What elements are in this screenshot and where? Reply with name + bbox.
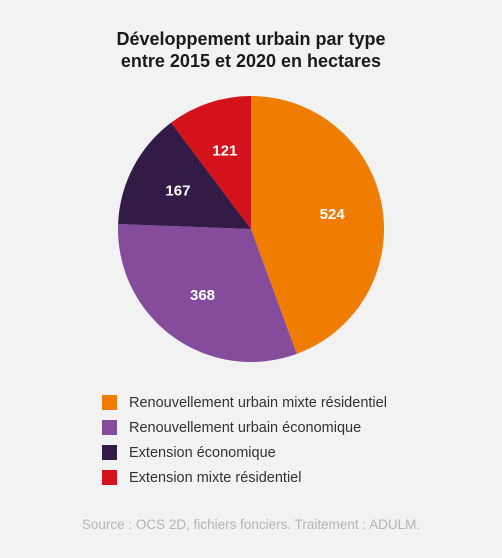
- chart-title: Développement urbain par type entre 2015…: [0, 28, 502, 72]
- legend-item-3: Extension mixte résidentiel: [102, 465, 387, 490]
- legend-label-1: Renouvellement urbain économique: [129, 419, 362, 436]
- source-note: Source : OCS 2D, fichiers fonciers. Trai…: [81, 517, 421, 532]
- legend-swatch-0: [102, 395, 117, 410]
- legend-swatch-2: [102, 445, 117, 460]
- pie-slice-2: [118, 122, 251, 229]
- legend-item-1: Renouvellement urbain économique: [102, 415, 387, 440]
- slice-value-label-2: 167: [165, 182, 190, 199]
- pie-slice-3: [171, 96, 251, 229]
- slice-value-label-0: 524: [320, 206, 346, 223]
- legend-label-0: Renouvellement urbain mixte résidentiel: [129, 394, 387, 411]
- legend-item-0: Renouvellement urbain mixte résidentiel: [102, 390, 387, 415]
- slice-value-label-3: 121: [212, 142, 237, 159]
- legend-swatch-3: [102, 470, 117, 485]
- legend: Renouvellement urbain mixte résidentiel …: [102, 390, 387, 490]
- legend-item-2: Extension économique: [102, 440, 387, 465]
- legend-label-2: Extension économique: [129, 444, 276, 461]
- legend-label-3: Extension mixte résidentiel: [129, 469, 302, 486]
- pie-chart: 524 368 167 121: [118, 96, 385, 362]
- chart-title-line-2: entre 2015 et 2020 en hectares: [120, 51, 382, 71]
- pie-slice-1: [118, 224, 297, 362]
- legend-swatch-1: [102, 420, 117, 435]
- pie-slice-0: [251, 96, 385, 354]
- slice-value-label-1: 368: [190, 287, 215, 304]
- chart-title-line-1: Développement urbain par type: [116, 29, 386, 49]
